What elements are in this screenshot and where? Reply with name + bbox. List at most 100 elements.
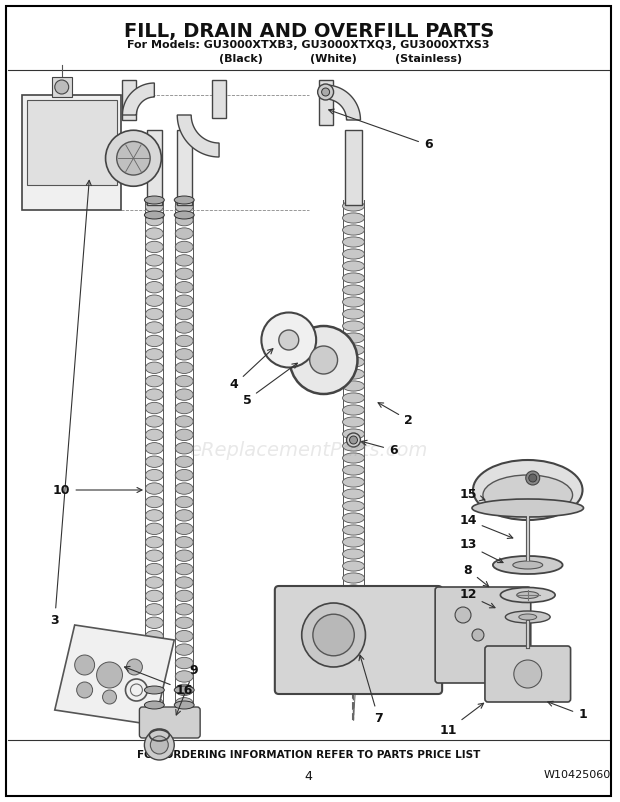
Circle shape: [126, 659, 143, 675]
Circle shape: [455, 607, 471, 623]
Ellipse shape: [145, 496, 163, 508]
Ellipse shape: [145, 201, 163, 213]
Text: 15: 15: [459, 488, 485, 501]
Ellipse shape: [144, 686, 164, 694]
Ellipse shape: [175, 617, 193, 629]
Bar: [52, 77, 72, 97]
Ellipse shape: [145, 550, 163, 561]
Ellipse shape: [342, 573, 365, 583]
Ellipse shape: [175, 443, 193, 454]
Bar: [123, 80, 136, 120]
Ellipse shape: [175, 698, 193, 709]
Text: 2: 2: [378, 403, 413, 427]
Circle shape: [514, 660, 542, 688]
Circle shape: [347, 433, 360, 447]
Ellipse shape: [175, 496, 193, 508]
Circle shape: [105, 130, 161, 186]
Ellipse shape: [145, 590, 163, 602]
Ellipse shape: [145, 483, 163, 494]
Ellipse shape: [145, 309, 163, 320]
Ellipse shape: [145, 617, 163, 629]
FancyBboxPatch shape: [22, 95, 122, 210]
Text: W10425060: W10425060: [544, 770, 611, 780]
Ellipse shape: [175, 684, 193, 695]
Ellipse shape: [175, 268, 193, 280]
Ellipse shape: [262, 313, 316, 367]
Ellipse shape: [175, 362, 193, 374]
Ellipse shape: [175, 228, 193, 239]
Ellipse shape: [342, 213, 365, 223]
Polygon shape: [55, 625, 174, 725]
Ellipse shape: [144, 701, 164, 709]
Ellipse shape: [342, 441, 365, 451]
Ellipse shape: [342, 429, 365, 439]
Circle shape: [151, 736, 168, 754]
Ellipse shape: [175, 255, 193, 266]
Ellipse shape: [145, 644, 163, 655]
Ellipse shape: [342, 669, 365, 679]
Text: (Stainless): (Stainless): [394, 54, 462, 64]
Ellipse shape: [145, 698, 163, 709]
Ellipse shape: [342, 549, 365, 559]
Ellipse shape: [144, 196, 164, 204]
Ellipse shape: [145, 604, 163, 615]
Ellipse shape: [175, 577, 193, 588]
Text: FOR ORDERING INFORMATION REFER TO PARTS PRICE LIST: FOR ORDERING INFORMATION REFER TO PARTS …: [137, 750, 480, 760]
Circle shape: [97, 662, 123, 688]
Text: 7: 7: [359, 655, 383, 724]
Ellipse shape: [145, 443, 163, 454]
Ellipse shape: [175, 469, 193, 481]
Ellipse shape: [174, 686, 194, 694]
Ellipse shape: [342, 297, 365, 307]
Ellipse shape: [174, 701, 194, 709]
Circle shape: [350, 436, 358, 444]
Bar: [212, 80, 226, 118]
Text: 1: 1: [547, 701, 587, 722]
Ellipse shape: [513, 561, 542, 569]
Ellipse shape: [342, 465, 365, 475]
Ellipse shape: [342, 597, 365, 607]
Ellipse shape: [145, 429, 163, 440]
Ellipse shape: [175, 389, 193, 400]
Ellipse shape: [342, 200, 365, 211]
Ellipse shape: [342, 369, 365, 379]
Ellipse shape: [175, 309, 193, 320]
Ellipse shape: [145, 670, 163, 683]
Ellipse shape: [145, 630, 163, 642]
Ellipse shape: [342, 645, 365, 655]
Ellipse shape: [175, 670, 193, 683]
Ellipse shape: [144, 211, 164, 219]
Ellipse shape: [342, 345, 365, 355]
Ellipse shape: [342, 273, 365, 283]
Ellipse shape: [145, 349, 163, 360]
Circle shape: [313, 614, 354, 656]
Ellipse shape: [342, 261, 365, 271]
Ellipse shape: [145, 403, 163, 414]
Ellipse shape: [175, 295, 193, 306]
Ellipse shape: [309, 346, 337, 374]
Text: FILL, DRAIN AND OVERFILL PARTS: FILL, DRAIN AND OVERFILL PARTS: [123, 22, 494, 41]
Ellipse shape: [175, 349, 193, 360]
Ellipse shape: [175, 429, 193, 440]
Bar: [177, 130, 192, 205]
Ellipse shape: [175, 322, 193, 333]
Ellipse shape: [175, 658, 193, 669]
Ellipse shape: [342, 489, 365, 499]
Ellipse shape: [175, 563, 193, 575]
Ellipse shape: [145, 268, 163, 280]
Ellipse shape: [175, 456, 193, 468]
Ellipse shape: [342, 309, 365, 319]
Circle shape: [317, 84, 334, 100]
Ellipse shape: [175, 644, 193, 655]
Ellipse shape: [145, 658, 163, 669]
Ellipse shape: [483, 475, 572, 515]
Ellipse shape: [174, 196, 194, 204]
Circle shape: [472, 629, 484, 641]
Ellipse shape: [342, 357, 365, 367]
Ellipse shape: [145, 241, 163, 253]
Ellipse shape: [175, 375, 193, 387]
Ellipse shape: [175, 590, 193, 602]
Bar: [27, 100, 117, 185]
Ellipse shape: [342, 453, 365, 463]
Ellipse shape: [473, 460, 583, 520]
